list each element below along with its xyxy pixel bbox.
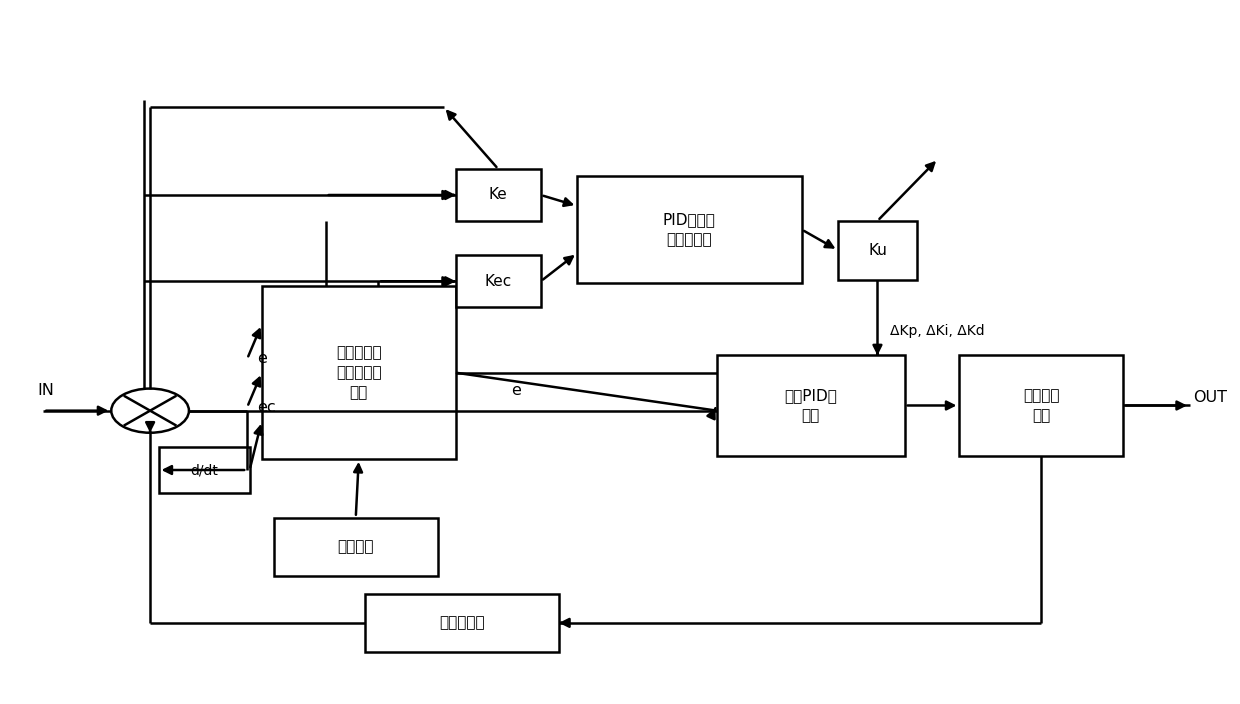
Bar — [456, 256, 541, 307]
Bar — [159, 446, 249, 494]
Text: 修正规则: 修正规则 — [337, 539, 374, 555]
Text: ΔKp, ΔKi, ΔKd: ΔKp, ΔKi, ΔKd — [889, 325, 985, 338]
Text: 常规PID控
制器: 常规PID控 制器 — [784, 388, 837, 423]
Text: OUT: OUT — [1194, 390, 1228, 405]
Bar — [577, 176, 801, 283]
Text: 四旋翼飞
行器: 四旋翼飞 行器 — [1023, 388, 1059, 423]
Text: d/dt: d/dt — [190, 463, 218, 477]
Bar — [365, 593, 559, 652]
Text: e: e — [512, 383, 522, 398]
Bar — [456, 169, 541, 221]
Bar — [960, 356, 1123, 455]
Text: IN: IN — [37, 383, 55, 398]
Text: 量化、比例
因子模糊控
制器: 量化、比例 因子模糊控 制器 — [336, 346, 382, 400]
Bar — [274, 517, 438, 577]
Text: Ku: Ku — [868, 243, 887, 258]
Bar — [717, 356, 905, 455]
Text: Kec: Kec — [485, 274, 512, 289]
Bar — [838, 221, 916, 279]
Text: PID自适应
模糊控制器: PID自适应 模糊控制器 — [663, 212, 715, 247]
Text: 姿态传感器: 姿态传感器 — [439, 615, 485, 630]
Text: ec: ec — [257, 400, 275, 415]
Text: Ke: Ke — [489, 187, 507, 203]
Text: e: e — [257, 351, 267, 366]
Bar — [262, 287, 456, 459]
